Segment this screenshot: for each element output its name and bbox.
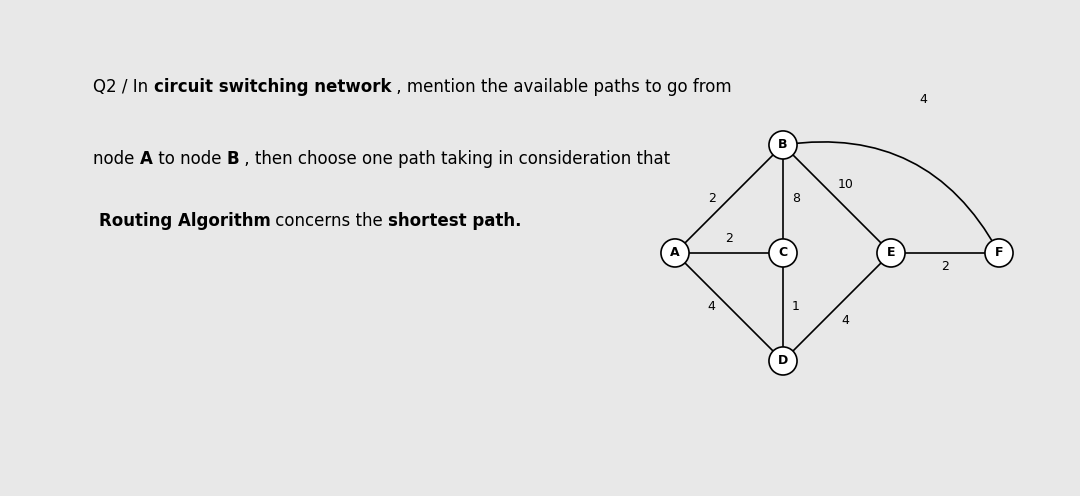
Text: shortest path.: shortest path. bbox=[389, 212, 522, 230]
Text: B: B bbox=[779, 138, 787, 151]
Text: A: A bbox=[671, 247, 679, 259]
Text: 8: 8 bbox=[792, 192, 800, 205]
Text: to node: to node bbox=[152, 150, 227, 168]
Text: Q2 / In: Q2 / In bbox=[93, 78, 153, 96]
Text: , mention the available paths to go from: , mention the available paths to go from bbox=[391, 78, 732, 96]
Text: 4: 4 bbox=[707, 301, 716, 313]
Text: 10: 10 bbox=[838, 179, 853, 191]
Text: A: A bbox=[140, 150, 152, 168]
Circle shape bbox=[769, 347, 797, 375]
Text: node: node bbox=[93, 150, 140, 168]
Text: circuit switching network: circuit switching network bbox=[153, 78, 391, 96]
Circle shape bbox=[769, 239, 797, 267]
Text: 2: 2 bbox=[707, 192, 716, 205]
Circle shape bbox=[985, 239, 1013, 267]
FancyArrowPatch shape bbox=[786, 142, 998, 250]
Text: 1: 1 bbox=[792, 301, 800, 313]
Text: , then choose one path taking in consideration that: , then choose one path taking in conside… bbox=[239, 150, 671, 168]
Text: 2: 2 bbox=[725, 233, 733, 246]
Text: 4: 4 bbox=[841, 314, 850, 327]
Text: Routing Algorithm: Routing Algorithm bbox=[98, 212, 270, 230]
Text: C: C bbox=[779, 247, 787, 259]
Circle shape bbox=[877, 239, 905, 267]
Text: D: D bbox=[778, 355, 788, 368]
Text: B: B bbox=[227, 150, 239, 168]
Text: F: F bbox=[995, 247, 1003, 259]
Text: E: E bbox=[887, 247, 895, 259]
Text: 4: 4 bbox=[919, 93, 928, 106]
Circle shape bbox=[661, 239, 689, 267]
Text: concerns the: concerns the bbox=[270, 212, 389, 230]
Circle shape bbox=[769, 131, 797, 159]
Text: 2: 2 bbox=[941, 260, 949, 273]
